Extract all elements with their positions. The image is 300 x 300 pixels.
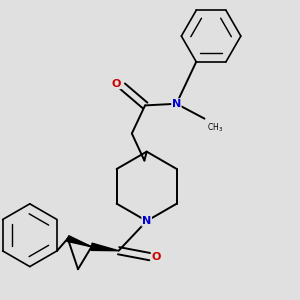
Text: O: O bbox=[112, 79, 121, 88]
Polygon shape bbox=[67, 236, 92, 247]
Text: O: O bbox=[151, 252, 160, 262]
Text: CH$_3$: CH$_3$ bbox=[207, 121, 223, 134]
Polygon shape bbox=[91, 243, 118, 251]
Text: N: N bbox=[172, 99, 181, 109]
Text: N: N bbox=[142, 216, 151, 226]
